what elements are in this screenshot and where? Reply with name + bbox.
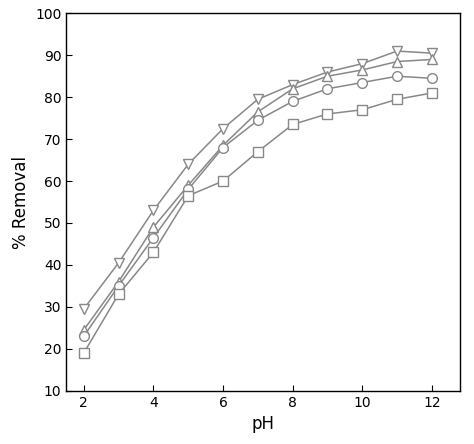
- X-axis label: pH: pH: [252, 415, 274, 433]
- Y-axis label: % Removal: % Removal: [11, 155, 29, 249]
